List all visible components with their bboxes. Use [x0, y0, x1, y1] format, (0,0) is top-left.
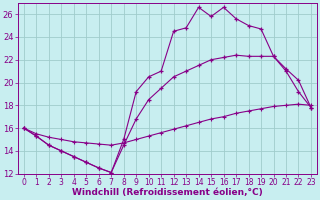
- X-axis label: Windchill (Refroidissement éolien,°C): Windchill (Refroidissement éolien,°C): [72, 188, 263, 197]
